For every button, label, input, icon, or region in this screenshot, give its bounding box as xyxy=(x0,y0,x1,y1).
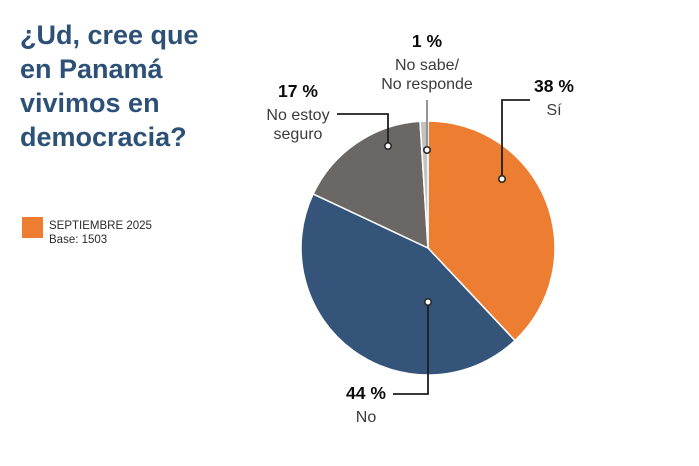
slice-name-no-sabe-line1: No sabe/ xyxy=(394,57,460,74)
slice-name-no: No xyxy=(355,409,377,426)
slice-name-si: Sí xyxy=(546,102,562,119)
slice-label-no-estoy-seguro: 17 % No estoy seguro xyxy=(246,81,350,144)
slice-label-no: 44 % No xyxy=(314,383,418,427)
pie-slice-no xyxy=(300,193,516,376)
leader-dots xyxy=(383,142,506,306)
leader-line-no xyxy=(393,302,429,395)
slice-pct-no-estoy-seguro: 17 % xyxy=(278,81,318,101)
title-line: ¿Ud, cree que xyxy=(20,20,199,50)
legend-base: Base: 1503 xyxy=(49,234,108,246)
slice-name-no-sabe-line2: No responde xyxy=(381,76,473,93)
legend-swatch xyxy=(22,217,43,238)
pie-slice-si xyxy=(427,120,556,342)
leader-dot-si xyxy=(497,175,506,184)
slice-name-no-estoy-seguro-line1: No estoy xyxy=(266,107,330,124)
slice-pct-no-sabe: 1 % xyxy=(411,31,443,51)
slice-pct-si: 38 % xyxy=(534,76,574,96)
pie-slice-no-estoy-seguro xyxy=(312,120,429,249)
leader-dot-no-estoy-seguro xyxy=(383,142,392,151)
slice-label-si: 38 % Sí xyxy=(520,76,588,120)
legend: SEPTIEMBRE 2025 Base: 1503 xyxy=(22,217,152,247)
leader-dot-no-sabe xyxy=(422,146,431,155)
title-line: vivimos en xyxy=(20,88,160,118)
slice-pct-no: 44 % xyxy=(346,383,386,403)
title-line: en Panamá xyxy=(20,54,163,84)
leader-dot-no xyxy=(423,297,432,306)
page-title: ¿Ud, cree que en Panamá vivimos en democ… xyxy=(20,18,250,154)
slice-label-no-sabe: 1 % No sabe/ No responde xyxy=(360,31,494,94)
leader-line-no-estoy-seguro xyxy=(337,113,389,146)
slice-name-no-estoy-seguro-line2: seguro xyxy=(273,126,323,143)
leader-lines xyxy=(337,99,530,395)
leader-line-si xyxy=(501,99,530,179)
legend-label: SEPTIEMBRE 2025 xyxy=(49,220,152,232)
title-line: democracia? xyxy=(20,122,187,152)
